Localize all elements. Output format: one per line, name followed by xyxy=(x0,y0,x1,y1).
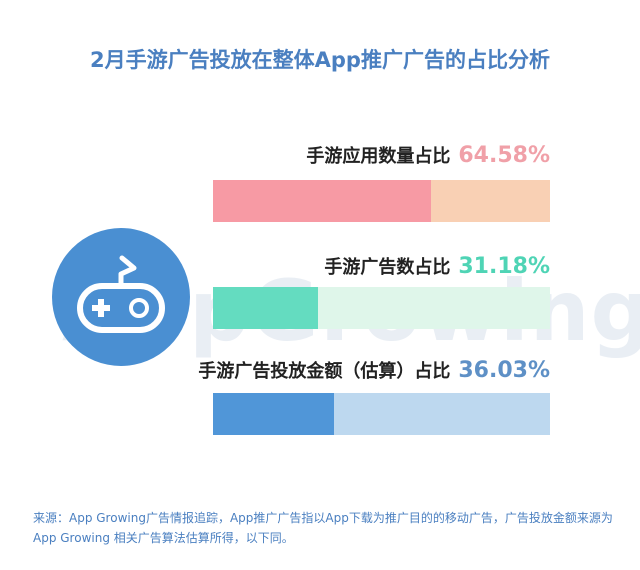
gamepad-icon xyxy=(77,255,165,333)
bar-track xyxy=(213,287,550,329)
value-label: 31.18% xyxy=(458,254,550,279)
bar-fill xyxy=(213,287,318,329)
category-label-row: 手游广告投放金额（估算）占比 36.03% xyxy=(198,357,550,383)
category-label-row: 手游广告数占比 31.18% xyxy=(324,253,550,279)
value-label: 36.03% xyxy=(458,358,550,383)
source-note: 来源：App Growing广告情报追踪，App推广广告指以App下载为推广目的… xyxy=(33,511,613,545)
value-label: 64.58% xyxy=(458,143,550,168)
bar-fill xyxy=(213,393,334,435)
gamepad-badge xyxy=(52,228,190,366)
chart-title: 2月手游广告投放在整体App推广广告的占比分析 xyxy=(90,48,550,72)
category-label: 手游广告数占比 xyxy=(324,257,451,278)
bar-fill xyxy=(213,180,431,222)
category-label: 手游应用数量占比 xyxy=(306,146,451,167)
category-label: 手游广告投放金额（估算）占比 xyxy=(198,361,451,382)
category-label-row: 手游应用数量占比 64.58% xyxy=(306,142,550,168)
bar-track xyxy=(213,393,550,435)
bar-track xyxy=(213,180,550,222)
